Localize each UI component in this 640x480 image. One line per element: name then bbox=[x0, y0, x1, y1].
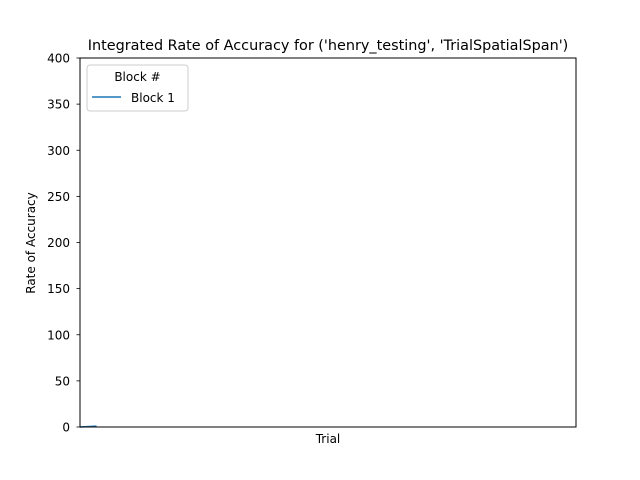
y-tick-label: 300 bbox=[47, 144, 70, 158]
y-tick-label: 200 bbox=[47, 236, 70, 250]
y-tick-label: 100 bbox=[47, 328, 70, 342]
y-tick-label: 250 bbox=[47, 190, 70, 204]
plot-area bbox=[79, 57, 577, 428]
chart-title: Integrated Rate of Accuracy for ('henry_… bbox=[88, 38, 569, 54]
legend: Block # Block 1 bbox=[86, 64, 189, 112]
legend-box bbox=[86, 64, 189, 112]
y-tick-label: 400 bbox=[47, 52, 70, 66]
y-tick-label: 50 bbox=[55, 374, 70, 388]
y-tick-label: 350 bbox=[47, 98, 70, 112]
y-axis-label: Rate of Accuracy bbox=[24, 192, 38, 294]
y-tick-label: 0 bbox=[62, 421, 70, 435]
legend-label: Block 1 bbox=[131, 91, 175, 105]
x-axis-label: Trial bbox=[315, 432, 341, 446]
y-axis: 0 50 100 150 200 250 300 350 400 bbox=[47, 52, 80, 435]
plot-background bbox=[80, 58, 576, 427]
legend-title: Block # bbox=[114, 70, 160, 84]
y-tick-label: 150 bbox=[47, 282, 70, 296]
